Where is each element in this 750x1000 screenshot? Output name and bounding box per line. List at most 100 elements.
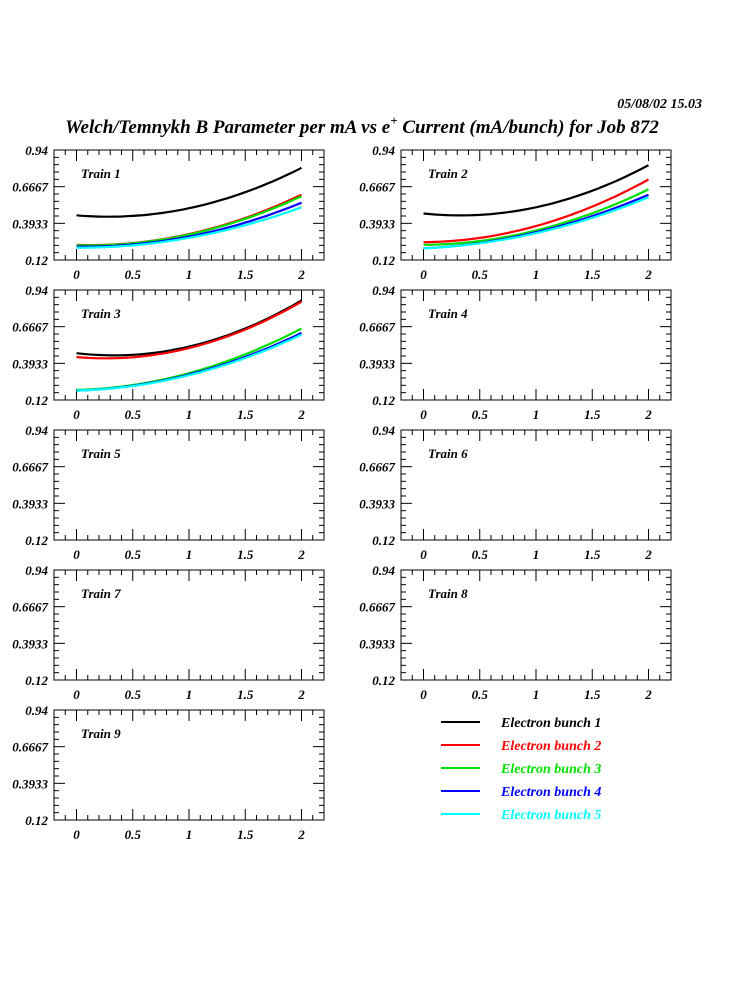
- legend: Electron bunch 1 Electron bunch 2 Electron…: [441, 716, 601, 823]
- y-tick-label: 0.12: [25, 393, 48, 408]
- y-tick-label: 0.12: [372, 533, 395, 548]
- x-tick-label: 1: [533, 267, 540, 282]
- legend-label-bunch-3: Electron bunch 3: [500, 762, 601, 777]
- y-tick-label: 0.94: [372, 283, 395, 298]
- y-tick-label: 0.94: [25, 563, 48, 578]
- x-tick-label: 0: [73, 827, 80, 842]
- panel-4: 0.12 0.3933 0.6667 0.94 0 0.5 1 1.5 2 Train 4: [359, 283, 672, 422]
- y-tick-label: 0.6667: [12, 180, 48, 195]
- panel-5: 0.12 0.3933 0.6667 0.94 0 0.5 1 1.5 2 Train 5: [12, 423, 325, 562]
- x-tick-label: 2: [297, 687, 305, 702]
- legend-label-bunch-1: Electron bunch 1: [500, 716, 601, 731]
- y-tick-label: 0.3933: [12, 356, 48, 371]
- panel-label: Train 2: [428, 166, 468, 181]
- y-tick-label: 0.6667: [359, 320, 395, 335]
- y-tick-label: 0.3933: [359, 216, 395, 231]
- x-tick-label: 1.5: [584, 407, 601, 422]
- panel-label: Train 7: [81, 586, 121, 601]
- x-tick-label: 0: [420, 687, 427, 702]
- y-tick-label: 0.94: [372, 563, 395, 578]
- y-tick-label: 0.94: [372, 423, 395, 438]
- y-tick-label: 0.12: [25, 673, 48, 688]
- legend-label-bunch-4: Electron bunch 4: [500, 785, 601, 800]
- x-tick-label: 1.5: [584, 267, 601, 282]
- x-tick-label: 0.5: [125, 687, 142, 702]
- x-tick-label: 2: [644, 267, 652, 282]
- x-tick-label: 0.5: [125, 267, 142, 282]
- y-tick-label: 0.94: [25, 703, 48, 718]
- y-tick-label: 0.3933: [12, 636, 48, 651]
- x-tick-label: 1: [186, 687, 193, 702]
- panel-label: Train 9: [81, 726, 121, 741]
- x-tick-label: 2: [644, 687, 652, 702]
- y-tick-label: 0.94: [25, 143, 48, 158]
- y-tick-label: 0.3933: [12, 216, 48, 231]
- series-line-bunch-5: [423, 196, 649, 250]
- x-tick-label: 1: [533, 407, 540, 422]
- y-tick-label: 0.94: [372, 143, 395, 158]
- x-tick-label: 0.5: [125, 547, 142, 562]
- x-tick-label: 0.5: [472, 687, 489, 702]
- panel-8: 0.12 0.3933 0.6667 0.94 0 0.5 1 1.5 2 Train 8: [359, 563, 672, 702]
- x-tick-label: 1: [186, 407, 193, 422]
- panel-7: 0.12 0.3933 0.6667 0.94 0 0.5 1 1.5 2 Train 7: [12, 563, 325, 702]
- panel-3: 0.12 0.3933 0.6667 0.94 0 0.5 1 1.5 2 Train 3: [12, 283, 325, 422]
- x-tick-label: 2: [297, 827, 305, 842]
- x-tick-label: 0: [420, 407, 427, 422]
- series-line-bunch-5: [76, 206, 302, 249]
- x-tick-label: 0: [73, 687, 80, 702]
- x-tick-label: 2: [297, 547, 305, 562]
- series-line-bunch-1: [423, 164, 650, 217]
- series-line-bunch-1: [76, 166, 303, 218]
- y-tick-label: 0.3933: [12, 496, 48, 511]
- series-line-bunch-2: [76, 300, 303, 360]
- x-tick-label: 2: [644, 407, 652, 422]
- y-tick-label: 0.94: [25, 283, 48, 298]
- x-tick-label: 1: [186, 827, 193, 842]
- timestamp: 05/08/02 15.03: [617, 97, 702, 112]
- y-tick-label: 0.6667: [12, 320, 48, 335]
- series-line-bunch-3: [423, 188, 649, 246]
- x-tick-label: 1.5: [584, 547, 601, 562]
- y-tick-label: 0.6667: [359, 600, 395, 615]
- title-main: Welch/Temnykh B Parameter per mA vs e: [65, 117, 391, 138]
- series-line-bunch-5: [76, 333, 302, 392]
- x-tick-label: 1.5: [584, 687, 601, 702]
- series-line-bunch-4: [76, 331, 302, 392]
- series-line-bunch-3: [76, 195, 302, 247]
- y-tick-label: 0.12: [25, 813, 48, 828]
- y-tick-label: 0.3933: [359, 356, 395, 371]
- panel-6: 0.12 0.3933 0.6667 0.94 0 0.5 1 1.5 2 Train 6: [359, 423, 672, 562]
- y-tick-label: 0.6667: [359, 460, 395, 475]
- x-tick-label: 1: [533, 687, 540, 702]
- chart-title: Welch/Temnykh B Parameter per mA vs e+ C…: [65, 113, 659, 138]
- series-line-bunch-2: [423, 178, 650, 244]
- x-tick-label: 1.5: [237, 827, 254, 842]
- x-tick-label: 0.5: [472, 267, 489, 282]
- x-tick-label: 0.5: [472, 407, 489, 422]
- x-tick-label: 1: [186, 547, 193, 562]
- y-tick-label: 0.6667: [12, 460, 48, 475]
- x-tick-label: 0.5: [472, 547, 489, 562]
- x-tick-label: 1.5: [237, 267, 254, 282]
- y-tick-label: 0.12: [25, 533, 48, 548]
- panel-1: 0.12 0.3933 0.6667 0.94 0 0.5 1 1.5 2 Train 1: [12, 143, 325, 282]
- x-tick-label: 0: [420, 547, 427, 562]
- y-tick-label: 0.6667: [359, 180, 395, 195]
- x-tick-label: 1: [186, 267, 193, 282]
- x-tick-label: 1.5: [237, 687, 254, 702]
- y-tick-label: 0.12: [372, 393, 395, 408]
- x-tick-label: 2: [297, 407, 305, 422]
- x-tick-label: 1.5: [237, 547, 254, 562]
- panel-label: Train 3: [81, 306, 121, 321]
- x-tick-label: 2: [644, 547, 652, 562]
- x-tick-label: 0: [73, 407, 80, 422]
- panel-label: Train 6: [428, 446, 468, 461]
- title-superscript: +: [390, 113, 397, 128]
- legend-label-bunch-5: Electron bunch 5: [500, 808, 601, 823]
- y-tick-label: 0.3933: [359, 636, 395, 651]
- panel-label: Train 8: [428, 586, 468, 601]
- y-tick-label: 0.12: [372, 673, 395, 688]
